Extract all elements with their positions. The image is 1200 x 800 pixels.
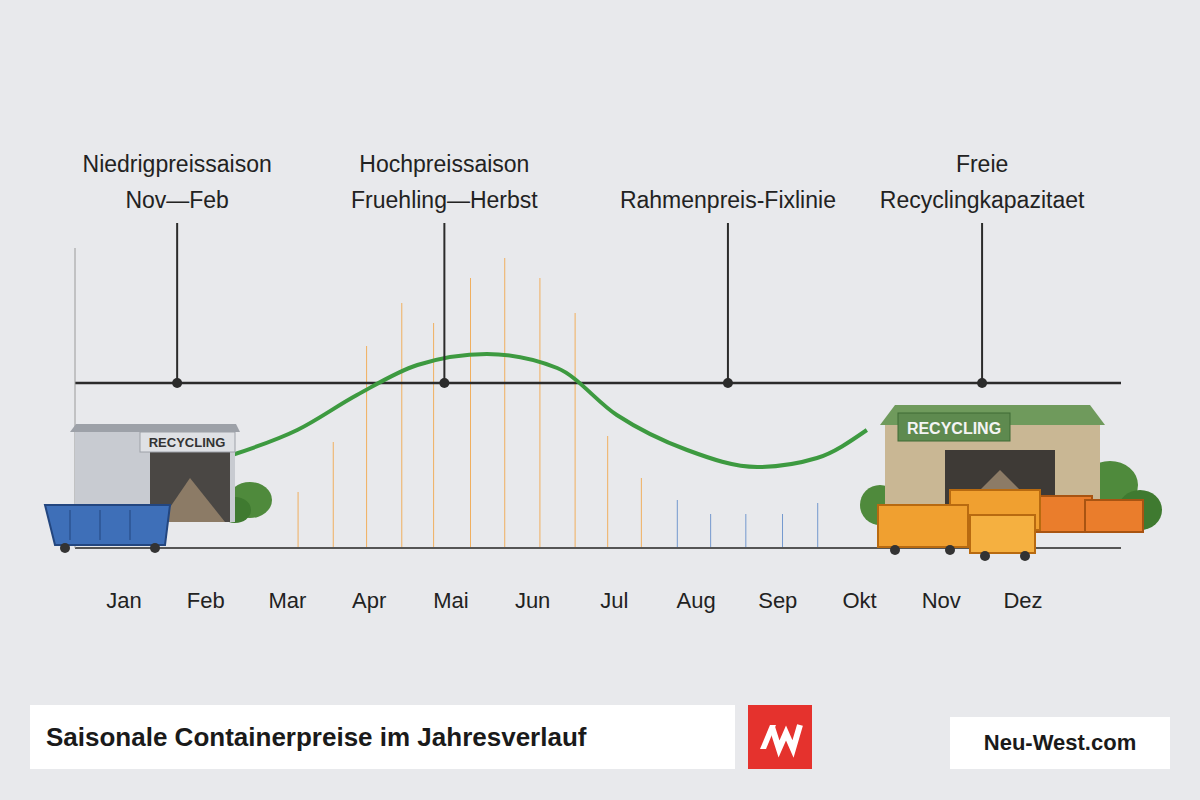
svg-text:Freie: Freie [956, 151, 1008, 177]
svg-text:Hochpreissaison: Hochpreissaison [359, 151, 529, 177]
html-text:Saisonale Containerpreise im J: Saisonale Containerpreise im Jahresverla… [46, 721, 587, 752]
svg-text:Niedrigpreissaison: Niedrigpreissaison [83, 151, 272, 177]
svg-text:Aug: Aug [676, 588, 715, 613]
svg-text:Apr: Apr [352, 588, 386, 613]
svg-text:Rahmenpreis-Fixlinie: Rahmenpreis-Fixlinie [620, 187, 836, 213]
svg-text:Okt: Okt [842, 588, 876, 613]
svg-text:Feb: Feb [187, 588, 225, 613]
svg-text:Jun: Jun [515, 588, 550, 613]
svg-text:Dez: Dez [1003, 588, 1042, 613]
svg-text:Jul: Jul [600, 588, 628, 613]
svg-text:Mar: Mar [269, 588, 307, 613]
svg-text:Fruehling—Herbst: Fruehling—Herbst [351, 187, 538, 213]
svg-text:Sep: Sep [758, 588, 797, 613]
svg-text:Jan: Jan [106, 588, 141, 613]
svg-text:Nov: Nov [922, 588, 961, 613]
svg-text:RECYCLING: RECYCLING [907, 420, 1001, 437]
svg-text:Recyclingkapazitaet: Recyclingkapazitaet [880, 187, 1085, 213]
svg-text:Nov—Feb: Nov—Feb [125, 187, 229, 213]
svg-text:Mai: Mai [433, 588, 468, 613]
html-text:Neu-West.com: Neu-West.com [983, 730, 1137, 755]
svg-text:RECYCLING: RECYCLING [149, 435, 226, 450]
